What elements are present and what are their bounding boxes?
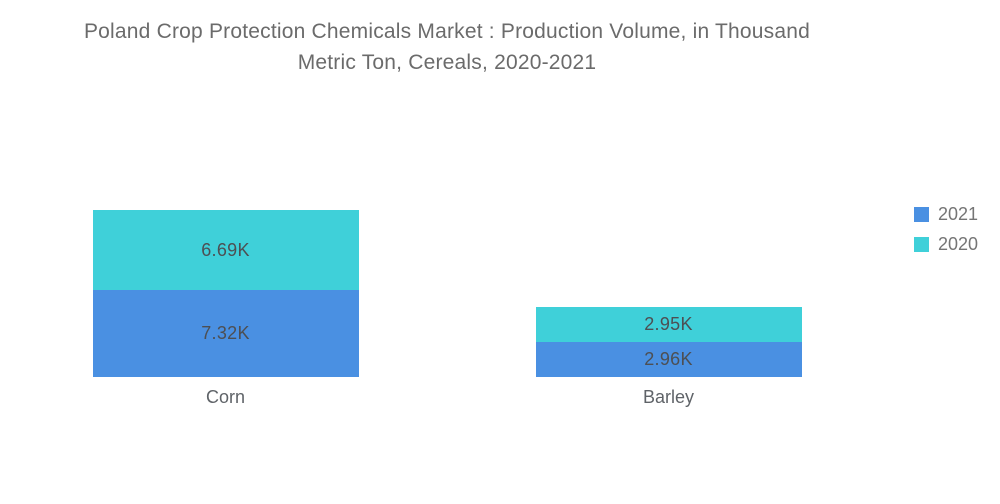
stacked-column-barley: 2.95K 2.96K (535, 0, 802, 377)
legend: 2021 2020 (913, 204, 978, 255)
category-label-barley: Barley (642, 387, 695, 407)
bar-segment-corn-2021: 7.32K (92, 289, 359, 377)
legend-swatch-icon (913, 207, 929, 222)
legend-swatch-icon (913, 237, 929, 252)
bar-value-label: 2.96K (644, 348, 693, 369)
bar-value-label: 6.69K (201, 239, 250, 260)
stacked-column-corn: 6.69K 7.32K (92, 0, 359, 377)
bar-segment-barley-2021: 2.96K (535, 341, 802, 377)
legend-item-2021[interactable]: 2021 (913, 204, 978, 225)
chart-title-line2: Metric Ton, Cereals, 2020-2021 (297, 51, 597, 74)
legend-label: 2020 (937, 234, 978, 254)
bar-segment-corn-2020: 6.69K (92, 210, 359, 290)
plot-area: 6.69K 7.32K 2.95K 2.96K (4, 0, 890, 377)
category-label-corn: Corn (205, 387, 245, 407)
bar-value-label: 2.95K (644, 313, 693, 334)
bar-value-label: 7.32K (201, 322, 250, 343)
bar-segment-barley-2020: 2.95K (535, 306, 802, 342)
legend-label: 2021 (937, 204, 978, 224)
chart-title: Poland Crop Protection Chemicals Market … (0, 16, 894, 78)
legend-item-2020[interactable]: 2020 (913, 234, 978, 255)
chart-title-line1: Poland Crop Protection Chemicals Market … (83, 20, 811, 43)
